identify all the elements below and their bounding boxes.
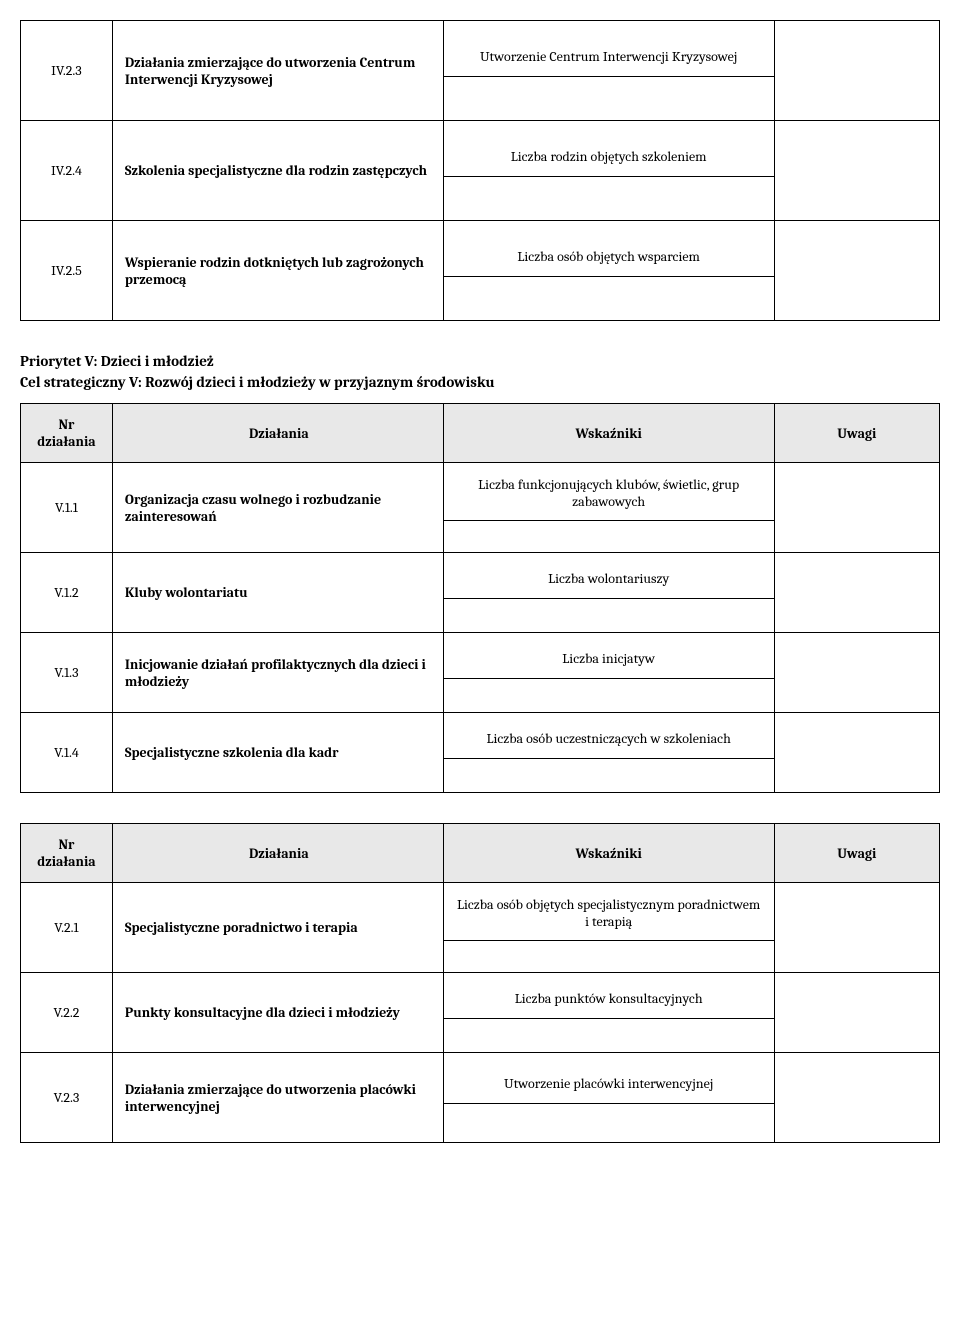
indicator-value xyxy=(444,521,774,549)
notes-cell xyxy=(774,973,939,1053)
indicator-cell: Liczba osób uczestniczących w szkoleniac… xyxy=(443,713,774,793)
indicator-value xyxy=(444,679,774,707)
notes-cell xyxy=(774,633,939,713)
indicator-text: Liczba wolontariuszy xyxy=(444,559,774,599)
header-indicator: Wskaźniki xyxy=(443,824,774,883)
notes-cell xyxy=(774,1053,939,1143)
indicator-text: Liczba funkcjonujących klubów, świetlic,… xyxy=(444,466,774,521)
table-row: V.1.1 Organizacja czasu wolnego i rozbud… xyxy=(21,463,940,553)
notes-cell xyxy=(774,221,939,321)
notes-cell xyxy=(774,21,939,121)
indicator-value xyxy=(444,759,774,787)
header-nr: Nr działania xyxy=(21,404,113,463)
action-description: Inicjowanie działań profilaktycznych dla… xyxy=(112,633,443,713)
header-action: Działania xyxy=(112,824,443,883)
indicator-text: Liczba inicjatyw xyxy=(444,639,774,679)
table-row: V.1.4 Specjalistyczne szkolenia dla kadr… xyxy=(21,713,940,793)
action-description: Specjalistyczne poradnictwo i terapia xyxy=(112,883,443,973)
action-description: Działania zmierzające do utworzenia Cent… xyxy=(112,21,443,121)
table-row: IV.2.5 Wspieranie rodzin dotkniętych lub… xyxy=(21,221,940,321)
section-headings: Priorytet V: Dzieci i młodzież Cel strat… xyxy=(20,351,940,393)
action-number: V.1.3 xyxy=(21,633,113,713)
goal-heading: Cel strategiczny V: Rozwój dzieci i młod… xyxy=(20,372,940,393)
indicator-text: Utworzenie Centrum Interwencji Kryzysowe… xyxy=(444,37,774,77)
action-number: V.1.1 xyxy=(21,463,113,553)
header-notes: Uwagi xyxy=(774,404,939,463)
action-number: IV.2.5 xyxy=(21,221,113,321)
indicator-cell: Liczba wolontariuszy xyxy=(443,553,774,633)
action-number: V.1.4 xyxy=(21,713,113,793)
indicator-cell: Liczba osób objętych wsparciem xyxy=(443,221,774,321)
indicator-value xyxy=(444,1019,774,1047)
action-description: Organizacja czasu wolnego i rozbudzanie … xyxy=(112,463,443,553)
indicator-value xyxy=(444,77,774,105)
indicator-text: Liczba punktów konsultacyjnych xyxy=(444,979,774,1019)
indicator-cell: Utworzenie Centrum Interwencji Kryzysowe… xyxy=(443,21,774,121)
notes-cell xyxy=(774,883,939,973)
indicator-value xyxy=(444,941,774,969)
action-number: IV.2.3 xyxy=(21,21,113,121)
indicator-cell: Liczba inicjatyw xyxy=(443,633,774,713)
action-number: IV.2.4 xyxy=(21,121,113,221)
action-description: Kluby wolontariatu xyxy=(112,553,443,633)
notes-cell xyxy=(774,121,939,221)
indicator-text: Liczba osób objętych specjalistycznym po… xyxy=(444,886,774,941)
indicator-cell: Liczba osób objętych specjalistycznym po… xyxy=(443,883,774,973)
action-description: Specjalistyczne szkolenia dla kadr xyxy=(112,713,443,793)
table-header-row: Nr działania Działania Wskaźniki Uwagi xyxy=(21,824,940,883)
actions-table-v2: Nr działania Działania Wskaźniki Uwagi V… xyxy=(20,823,940,1143)
table-row: V.1.3 Inicjowanie działań profilaktyczny… xyxy=(21,633,940,713)
action-description: Wspieranie rodzin dotkniętych lub zagroż… xyxy=(112,221,443,321)
priority-heading: Priorytet V: Dzieci i młodzież xyxy=(20,351,940,372)
indicator-text: Liczba osób uczestniczących w szkoleniac… xyxy=(444,719,774,759)
table-row: IV.2.4 Szkolenia specjalistyczne dla rod… xyxy=(21,121,940,221)
table-row: V.2.3 Działania zmierzające do utworzeni… xyxy=(21,1053,940,1143)
table-row: V.1.2 Kluby wolontariatu Liczba wolontar… xyxy=(21,553,940,633)
header-nr: Nr działania xyxy=(21,824,113,883)
action-description: Punkty konsultacyjne dla dzieci i młodzi… xyxy=(112,973,443,1053)
notes-cell xyxy=(774,463,939,553)
indicator-value xyxy=(444,1104,774,1132)
action-description: Działania zmierzające do utworzenia plac… xyxy=(112,1053,443,1143)
actions-table-v1: Nr działania Działania Wskaźniki Uwagi V… xyxy=(20,403,940,793)
indicator-value xyxy=(444,599,774,627)
action-description: Szkolenia specjalistyczne dla rodzin zas… xyxy=(112,121,443,221)
action-number: V.1.2 xyxy=(21,553,113,633)
notes-cell xyxy=(774,553,939,633)
action-number: V.2.3 xyxy=(21,1053,113,1143)
header-action: Działania xyxy=(112,404,443,463)
action-number: V.2.1 xyxy=(21,883,113,973)
indicator-cell: Liczba punktów konsultacyjnych xyxy=(443,973,774,1053)
table-row: V.2.2 Punkty konsultacyjne dla dzieci i … xyxy=(21,973,940,1053)
table-row: V.2.1 Specjalistyczne poradnictwo i tera… xyxy=(21,883,940,973)
table-header-row: Nr działania Działania Wskaźniki Uwagi xyxy=(21,404,940,463)
indicator-text: Utworzenie placówki interwencyjnej xyxy=(444,1064,774,1104)
indicator-cell: Liczba rodzin objętych szkoleniem xyxy=(443,121,774,221)
action-number: V.2.2 xyxy=(21,973,113,1053)
indicator-text: Liczba rodzin objętych szkoleniem xyxy=(444,137,774,177)
indicator-cell: Utworzenie placówki interwencyjnej xyxy=(443,1053,774,1143)
indicator-value xyxy=(444,277,774,305)
indicator-value xyxy=(444,177,774,205)
actions-table-iv: IV.2.3 Działania zmierzające do utworzen… xyxy=(20,20,940,321)
indicator-cell: Liczba funkcjonujących klubów, świetlic,… xyxy=(443,463,774,553)
notes-cell xyxy=(774,713,939,793)
header-indicator: Wskaźniki xyxy=(443,404,774,463)
indicator-text: Liczba osób objętych wsparciem xyxy=(444,237,774,277)
table-row: IV.2.3 Działania zmierzające do utworzen… xyxy=(21,21,940,121)
header-notes: Uwagi xyxy=(774,824,939,883)
